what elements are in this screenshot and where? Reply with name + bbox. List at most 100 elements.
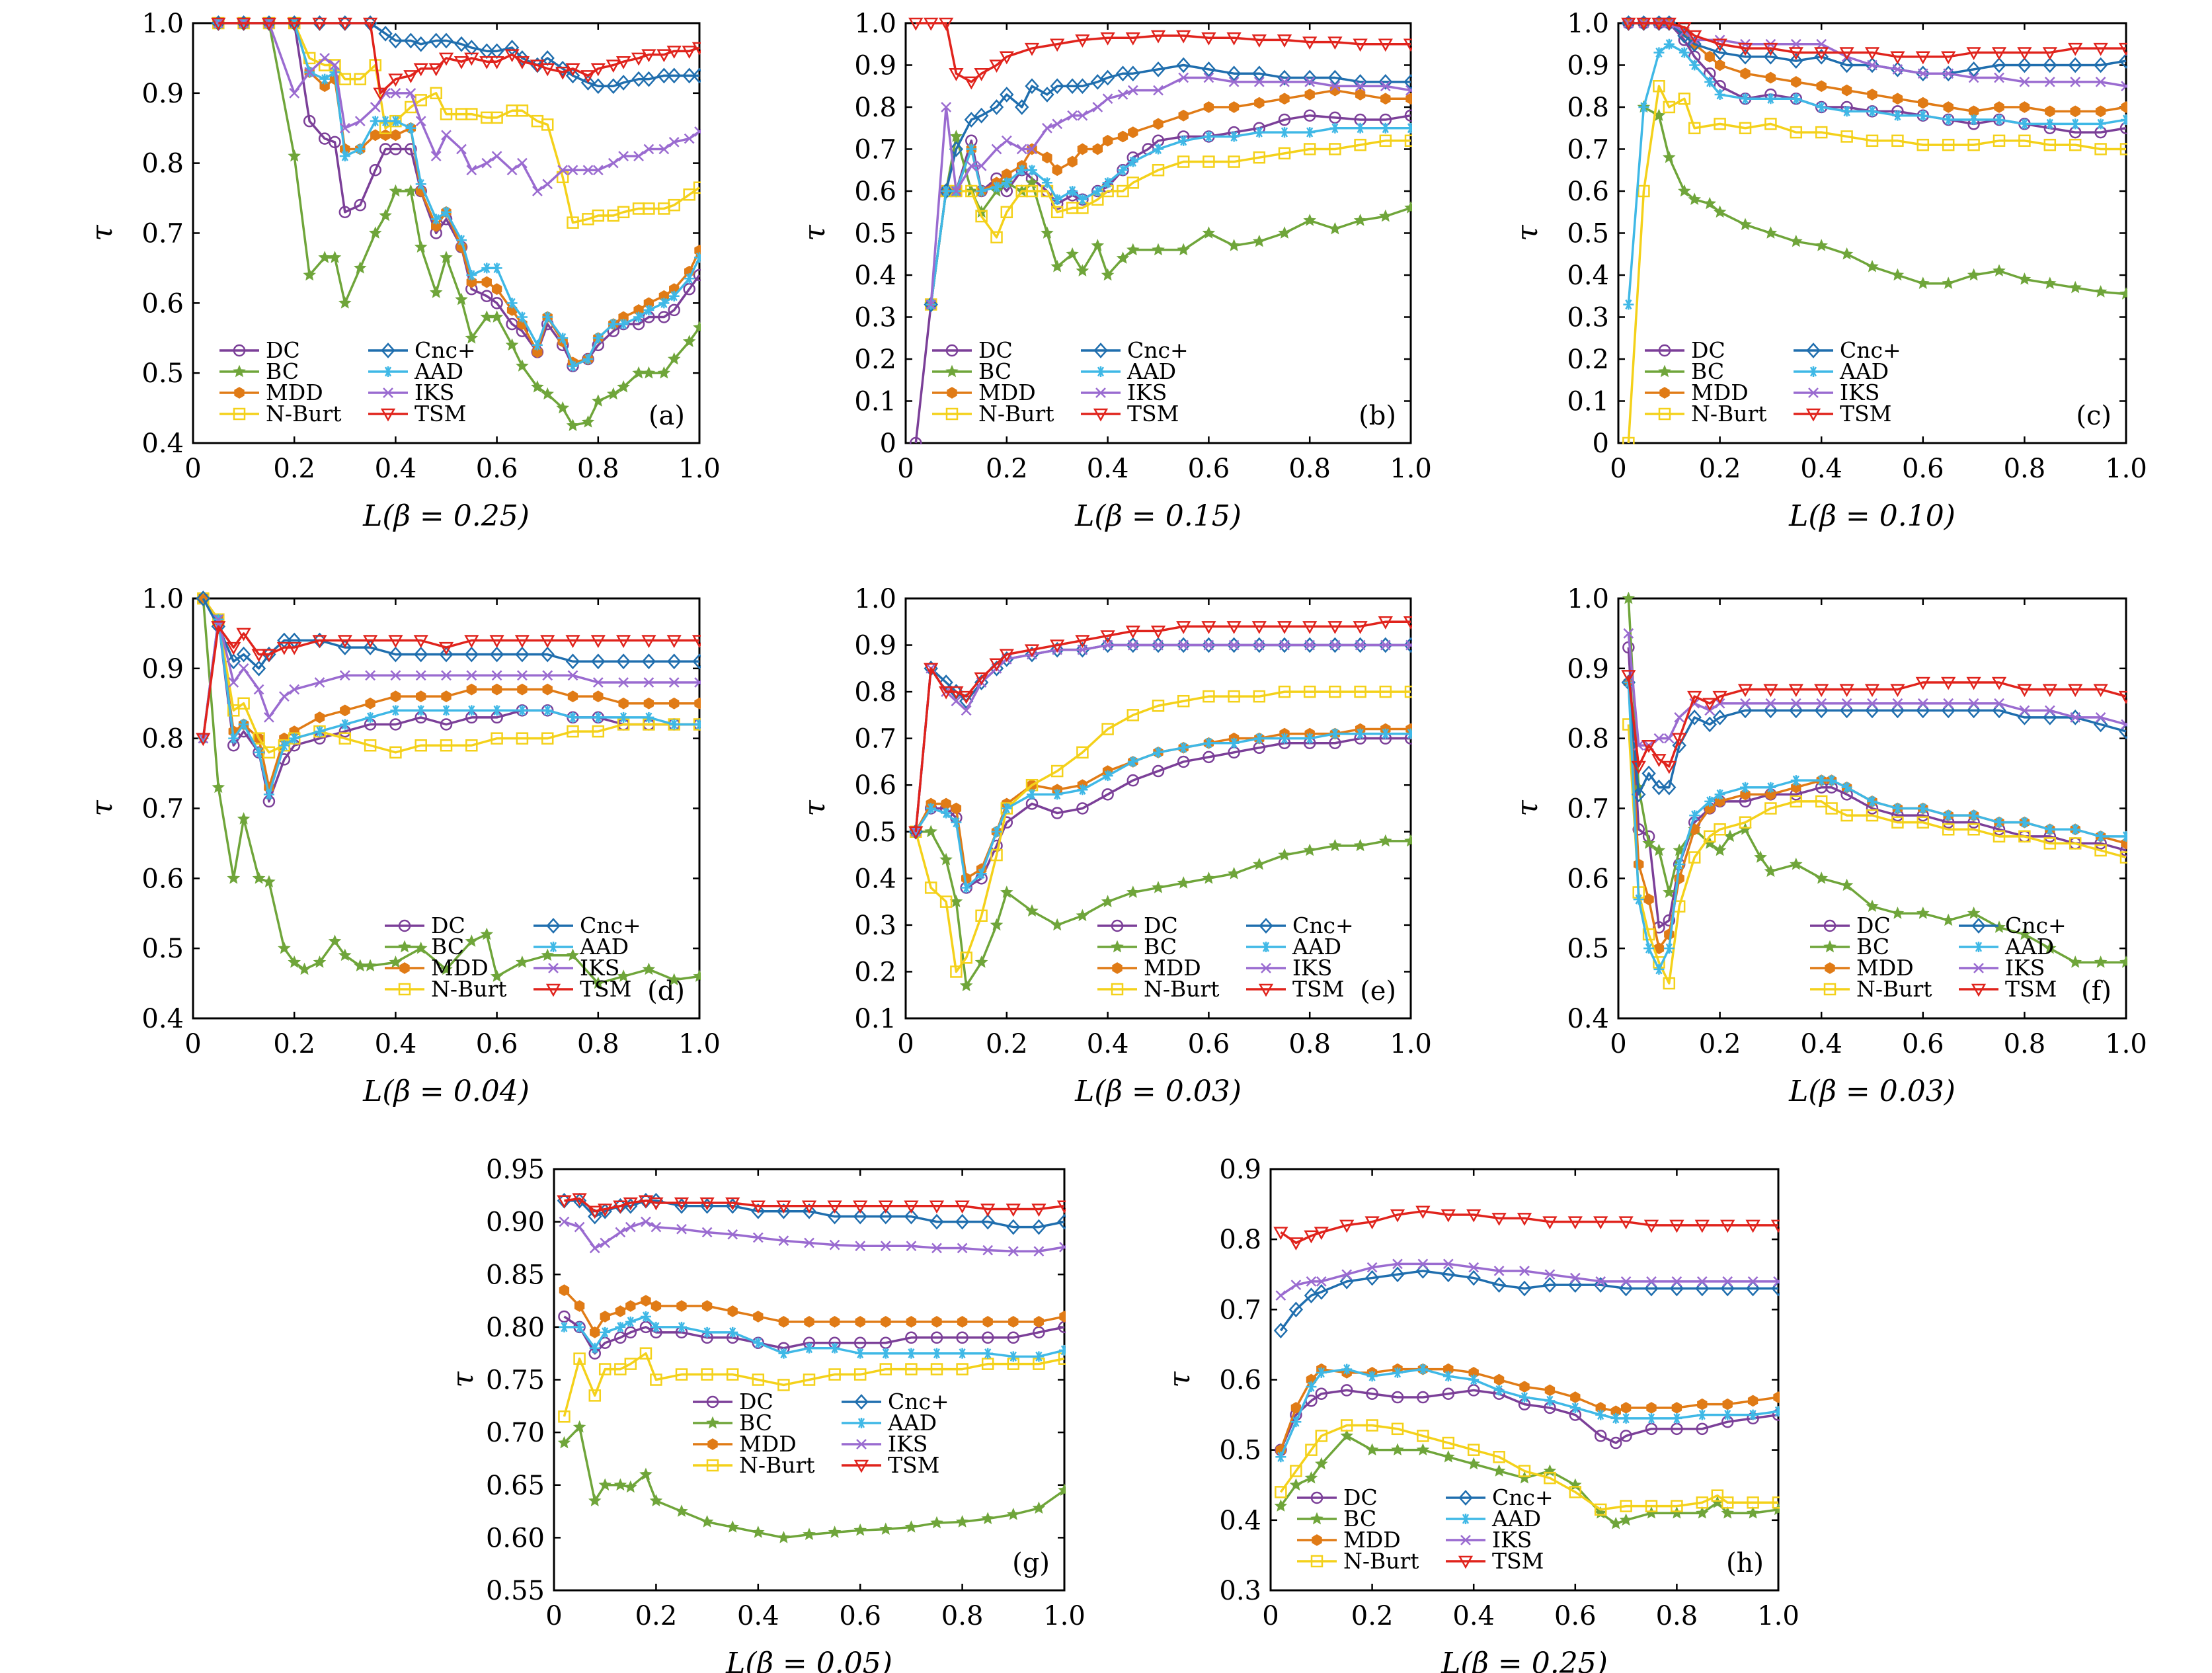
data-point-tsm	[1636, 17, 1651, 31]
data-point-aad	[1646, 1412, 1657, 1424]
legend-marker-iks	[1261, 963, 1271, 973]
data-point-iks	[1968, 698, 1979, 709]
chart-panel-f: 0 0.2 0.4 0.6 0.8 1.00.40.50.60.70.80.91.0L(β…	[1511, 584, 2147, 1108]
data-point-dc	[1007, 1331, 1020, 1344]
data-point-tsm	[1277, 621, 1292, 634]
data-point-cncplus	[403, 32, 418, 49]
data-point-bc	[2043, 941, 2057, 954]
data-point-tsm	[1277, 34, 1292, 48]
chart-panel-c: 0 0.2 0.4 0.6 0.8 1.000.10.20.30.40.50.60.70.…	[1511, 9, 2147, 533]
data-point-dc	[1594, 1430, 1607, 1442]
data-point-mdd	[1102, 134, 1113, 147]
data-point-n-burt	[465, 108, 478, 120]
data-point-iks	[1380, 81, 1391, 92]
data-point-cncplus	[540, 646, 555, 663]
data-point-n-burt	[1916, 138, 1930, 151]
y-axis-label: τ	[85, 225, 119, 241]
data-point-tsm	[1353, 38, 1368, 52]
data-point-aad	[982, 1348, 994, 1359]
data-point-cncplus	[428, 32, 444, 49]
data-point-mdd	[829, 1316, 840, 1328]
data-point-cncplus	[827, 1208, 842, 1225]
legend-label-n-burt: N-Burt	[431, 976, 507, 1002]
data-point-n-burt	[1696, 1496, 1709, 1509]
y-tick-label: 0.1	[854, 1004, 896, 1034]
panel-tag: (g)	[1012, 1548, 1050, 1578]
data-point-tsm	[989, 60, 1004, 73]
data-point-aad	[390, 116, 401, 127]
legend-marker-bc	[945, 364, 959, 378]
data-point-tsm	[938, 686, 954, 700]
data-point-aad	[1355, 122, 1366, 134]
legend-label-n-burt: N-Burt	[978, 401, 1054, 427]
data-point-mdd	[590, 1326, 600, 1338]
data-point-mdd	[1279, 93, 1290, 105]
data-point-mdd	[669, 697, 680, 710]
data-point-aad	[1704, 796, 1716, 807]
data-point-n-burt	[639, 1347, 652, 1360]
data-point-n-burt	[650, 1373, 662, 1386]
data-point-cncplus	[1542, 1277, 1558, 1293]
legend-marker-dc	[233, 344, 246, 357]
series-n-burt	[558, 1347, 1066, 1423]
data-point-iks	[961, 705, 972, 716]
data-point-tsm	[413, 635, 428, 649]
data-point-aad	[2121, 114, 2127, 126]
data-point-aad	[278, 740, 290, 751]
data-point-aad	[532, 339, 543, 350]
data-point-aad	[941, 807, 952, 819]
data-point-iks	[1773, 1276, 1780, 1287]
data-point-iks	[339, 122, 350, 134]
data-point-dc	[1366, 1387, 1378, 1400]
data-point-bc	[581, 415, 595, 428]
data-point-n-burt	[975, 909, 988, 922]
series-line-mdd	[218, 22, 701, 364]
series-line-n-burt	[914, 690, 1411, 973]
legend-label-aad: AAD	[1839, 358, 1889, 384]
data-point-bc	[1126, 243, 1140, 256]
data-point-mdd	[1203, 101, 1214, 113]
data-point-bc	[2094, 956, 2108, 968]
data-point-cncplus	[1015, 99, 1029, 115]
data-point-aad	[430, 214, 442, 225]
data-point-aad	[880, 1348, 891, 1359]
data-point-tsm	[1864, 47, 1880, 60]
data-point-iks	[1493, 1266, 1505, 1276]
data-point-bc	[752, 1526, 765, 1538]
data-point-bc	[1404, 834, 1412, 847]
data-point-aad	[1790, 775, 1801, 786]
data-point-cncplus	[1201, 637, 1216, 653]
data-point-tsm	[1763, 684, 1778, 698]
data-point-iks	[592, 677, 604, 688]
data-point-bc	[1840, 878, 1854, 891]
data-point-aad	[1519, 1392, 1530, 1403]
x-tick-label: 0.8	[1656, 1601, 1698, 1631]
data-point-tsm	[438, 52, 454, 66]
data-point-tsm	[1201, 621, 1216, 634]
data-point-iks	[559, 1216, 570, 1227]
data-point-bc	[1967, 906, 1981, 919]
data-point-tsm	[489, 635, 504, 649]
y-tick-label: 0.3	[1219, 1576, 1261, 1606]
data-point-bc	[1416, 1443, 1430, 1456]
data-point-iks	[264, 712, 274, 723]
legend-marker-n-burt	[233, 407, 246, 421]
data-point-aad	[339, 719, 350, 730]
data-point-aad	[1722, 1409, 1733, 1420]
data-point-iks	[1994, 698, 2004, 709]
data-point-aad	[600, 1326, 611, 1338]
data-point-dc	[668, 304, 680, 317]
data-point-aad	[542, 311, 553, 323]
data-point-tsm	[1669, 1219, 1684, 1233]
data-point-tsm	[287, 641, 302, 655]
data-point-tsm	[598, 1204, 613, 1217]
data-point-bc	[1050, 918, 1064, 931]
plot-frame	[904, 597, 1412, 1020]
data-point-tsm	[261, 17, 277, 31]
legend-label-bc: BC	[1691, 358, 1724, 384]
data-point-mdd	[340, 704, 350, 717]
data-point-tsm	[1403, 38, 1412, 52]
data-point-aad	[1663, 943, 1675, 954]
data-point-tsm	[1737, 42, 1753, 56]
data-point-iks	[1790, 698, 1801, 709]
